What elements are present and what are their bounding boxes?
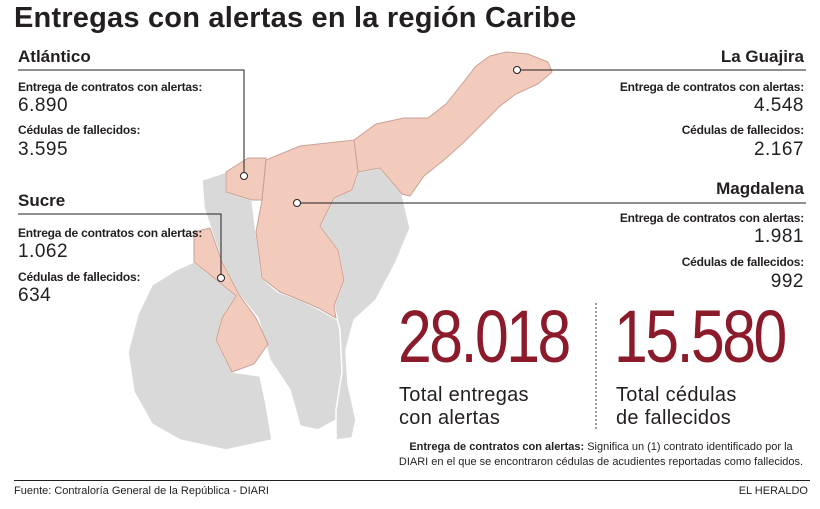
totals-divider [595,303,597,429]
la-guajira-name: La Guajira [720,47,804,66]
map-region-magdalena [255,139,359,319]
sucre-cedulas-value: 634 [18,285,52,306]
total-cedulas-label-line1: Total cédulas [616,384,737,406]
magdalena-name: Magdalena [716,179,804,198]
magdalena-entregas-value: 1.981 [753,226,804,247]
total-entregas-label-line1: Total entregas [399,384,529,406]
atlantico-entregas-value: 6.890 [18,95,69,116]
total-entregas-label-line2: con alertas [399,407,501,429]
magdalena-marker [293,199,301,207]
atlantico-marker [240,172,248,180]
atlantico-name: Atlántico [18,47,91,66]
magdalena-cedulas-value: 992 [770,271,804,292]
footer-source: Fuente: Contraloría General de la Repúbl… [14,485,269,497]
la-guajira-entregas-value: 4.548 [753,95,804,116]
sucre-leader-line [18,213,222,278]
la-guajira-marker [513,66,521,74]
total-cedulas-label-line2: de fallecidos [616,407,732,429]
magdalena-cedulas-label: Cédulas de fallecidos: [681,255,805,269]
sucre-cedulas-label: Cédulas de fallecidos: [18,270,141,284]
sucre-entregas-value: 1.062 [18,241,69,262]
sucre-entregas-label: Entrega de contratos con alertas: [18,226,203,240]
definition-note: Entrega de contratos con alertas: Signif… [396,440,806,470]
definition-note-text: Significa un (1) contrato identificado p… [398,441,804,468]
map-region-sucre [193,227,269,373]
atlantico-cedulas-value: 3.595 [18,139,69,160]
atlantico-entregas-label: Entrega de contratos con alertas: [18,80,203,94]
la-guajira-cedulas-value: 2.167 [753,139,804,160]
sucre-name: Sucre [18,191,66,210]
total-cedulas-value: 15.580 [614,295,787,378]
map-region-la-guajira [353,51,553,197]
total-entregas-value: 28.018 [398,295,571,378]
la-guajira-entregas-label: Entrega de contratos con alertas: [619,80,804,94]
page-title: Entregas con alertas en la región Caribe [14,2,577,34]
definition-note-title: Entrega de contratos con alertas: [409,441,585,453]
footer-divider [14,480,810,481]
la-guajira-cedulas-label: Cédulas de fallecidos: [681,123,805,137]
atlantico-leader-line [18,69,245,176]
magdalena-entregas-label: Entrega de contratos con alertas: [619,211,804,225]
footer-brand: EL HERALDO [738,485,808,497]
atlantico-cedulas-label: Cédulas de fallecidos: [18,123,141,137]
sucre-marker [217,274,225,282]
